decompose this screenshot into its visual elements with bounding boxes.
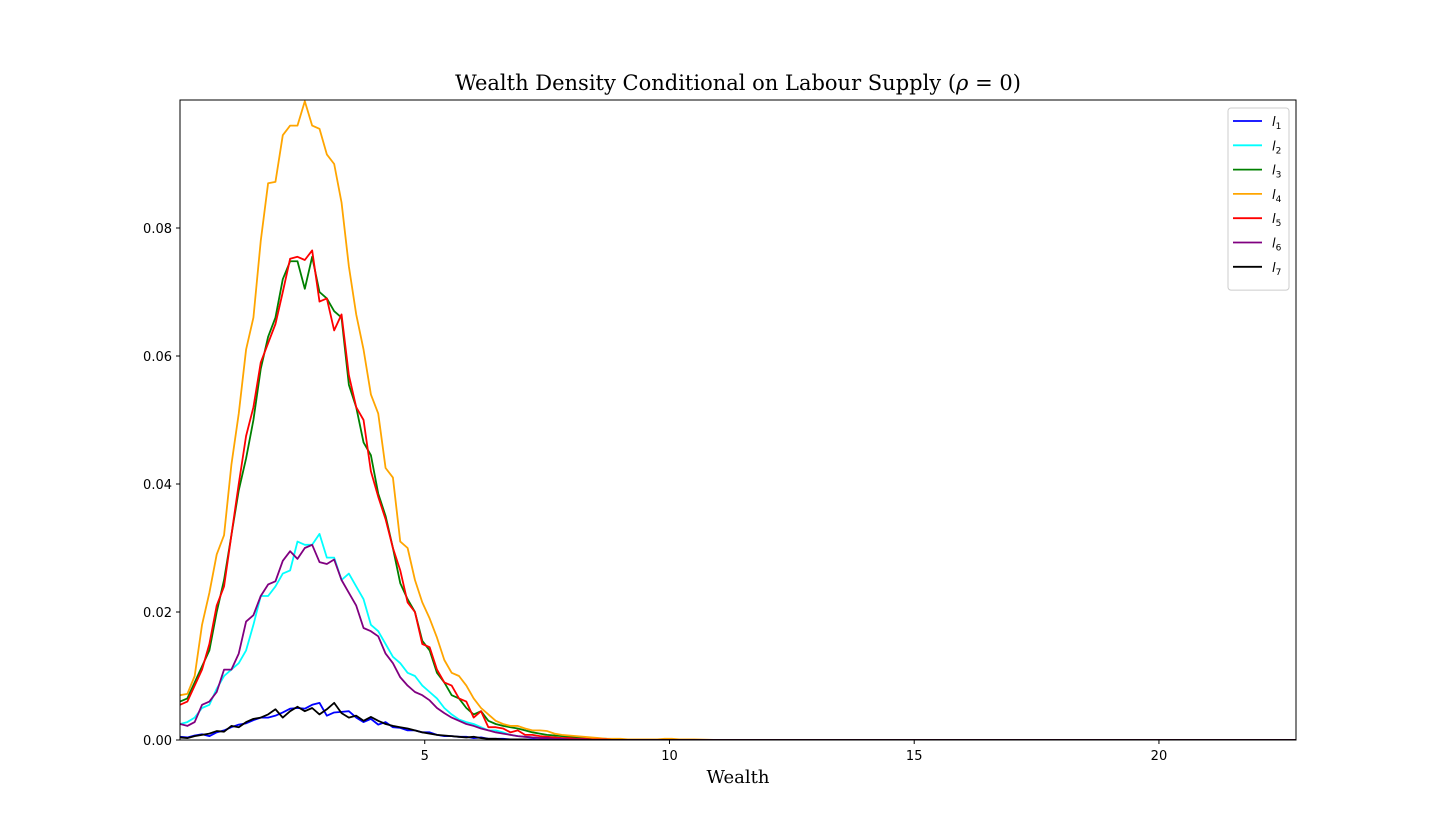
plot-frame bbox=[179, 99, 1297, 741]
chart-title-rho: ρ bbox=[955, 71, 969, 95]
series-line-l4 bbox=[180, 100, 1296, 740]
x-tick-label: 15 bbox=[906, 749, 923, 764]
y-tick-label: 0.08 bbox=[143, 222, 172, 237]
legend-subscript: 3 bbox=[1276, 171, 1282, 181]
legend-subscript: 7 bbox=[1276, 268, 1282, 278]
legend-label-l3: l3 bbox=[1272, 164, 1281, 181]
legend-subscript: 2 bbox=[1276, 146, 1282, 156]
legend-label-l4: l4 bbox=[1272, 188, 1282, 205]
y-tick-label: 0.06 bbox=[143, 350, 172, 365]
x-tick-label: 20 bbox=[1151, 749, 1168, 764]
legend-label-l6: l6 bbox=[1272, 237, 1282, 254]
y-tick-label: 0.00 bbox=[143, 734, 172, 749]
plot-area bbox=[180, 100, 1296, 740]
x-tick-label: 5 bbox=[421, 749, 429, 764]
legend-letter: l bbox=[1272, 139, 1276, 154]
legend-label-l7: l7 bbox=[1272, 261, 1281, 278]
series-line-l7 bbox=[180, 701, 1296, 740]
series-line-l3 bbox=[180, 255, 1296, 740]
legend-letter: l bbox=[1272, 212, 1276, 227]
series-line-l1 bbox=[180, 701, 1296, 740]
legend-letter: l bbox=[1272, 237, 1276, 252]
legend-subscript: 4 bbox=[1276, 195, 1282, 205]
legend-letter: l bbox=[1272, 188, 1276, 203]
legend-label-l5: l5 bbox=[1272, 212, 1281, 229]
legend-label-l2: l2 bbox=[1272, 139, 1281, 156]
legend-subscript: 1 bbox=[1276, 122, 1282, 132]
y-tick-label: 0.02 bbox=[143, 606, 172, 621]
x-axis-label: Wealth bbox=[707, 767, 770, 788]
legend-letter: l bbox=[1272, 115, 1276, 130]
series-line-l5 bbox=[180, 249, 1296, 740]
legend-subscript: 6 bbox=[1276, 244, 1282, 254]
legend-letter: l bbox=[1272, 164, 1276, 179]
series-line-l2 bbox=[180, 533, 1296, 740]
legend-label-l1: l1 bbox=[1272, 115, 1281, 132]
chart-title-main: Wealth Density Conditional on Labour Sup… bbox=[455, 71, 956, 95]
legend-letter: l bbox=[1272, 261, 1276, 276]
chart-title: Wealth Density Conditional on Labour Sup… bbox=[455, 71, 1021, 95]
x-tick-label: 10 bbox=[661, 749, 678, 764]
legend-subscript: 5 bbox=[1276, 219, 1282, 229]
series-lines bbox=[180, 100, 1296, 740]
legend-box bbox=[1227, 107, 1290, 291]
axes: 5 10 15 200.000.020.040.060.08 bbox=[143, 99, 1297, 764]
series-line-l6 bbox=[180, 543, 1296, 740]
y-tick-label: 0.04 bbox=[143, 478, 172, 493]
chart-title-eq: = 0) bbox=[968, 71, 1021, 95]
